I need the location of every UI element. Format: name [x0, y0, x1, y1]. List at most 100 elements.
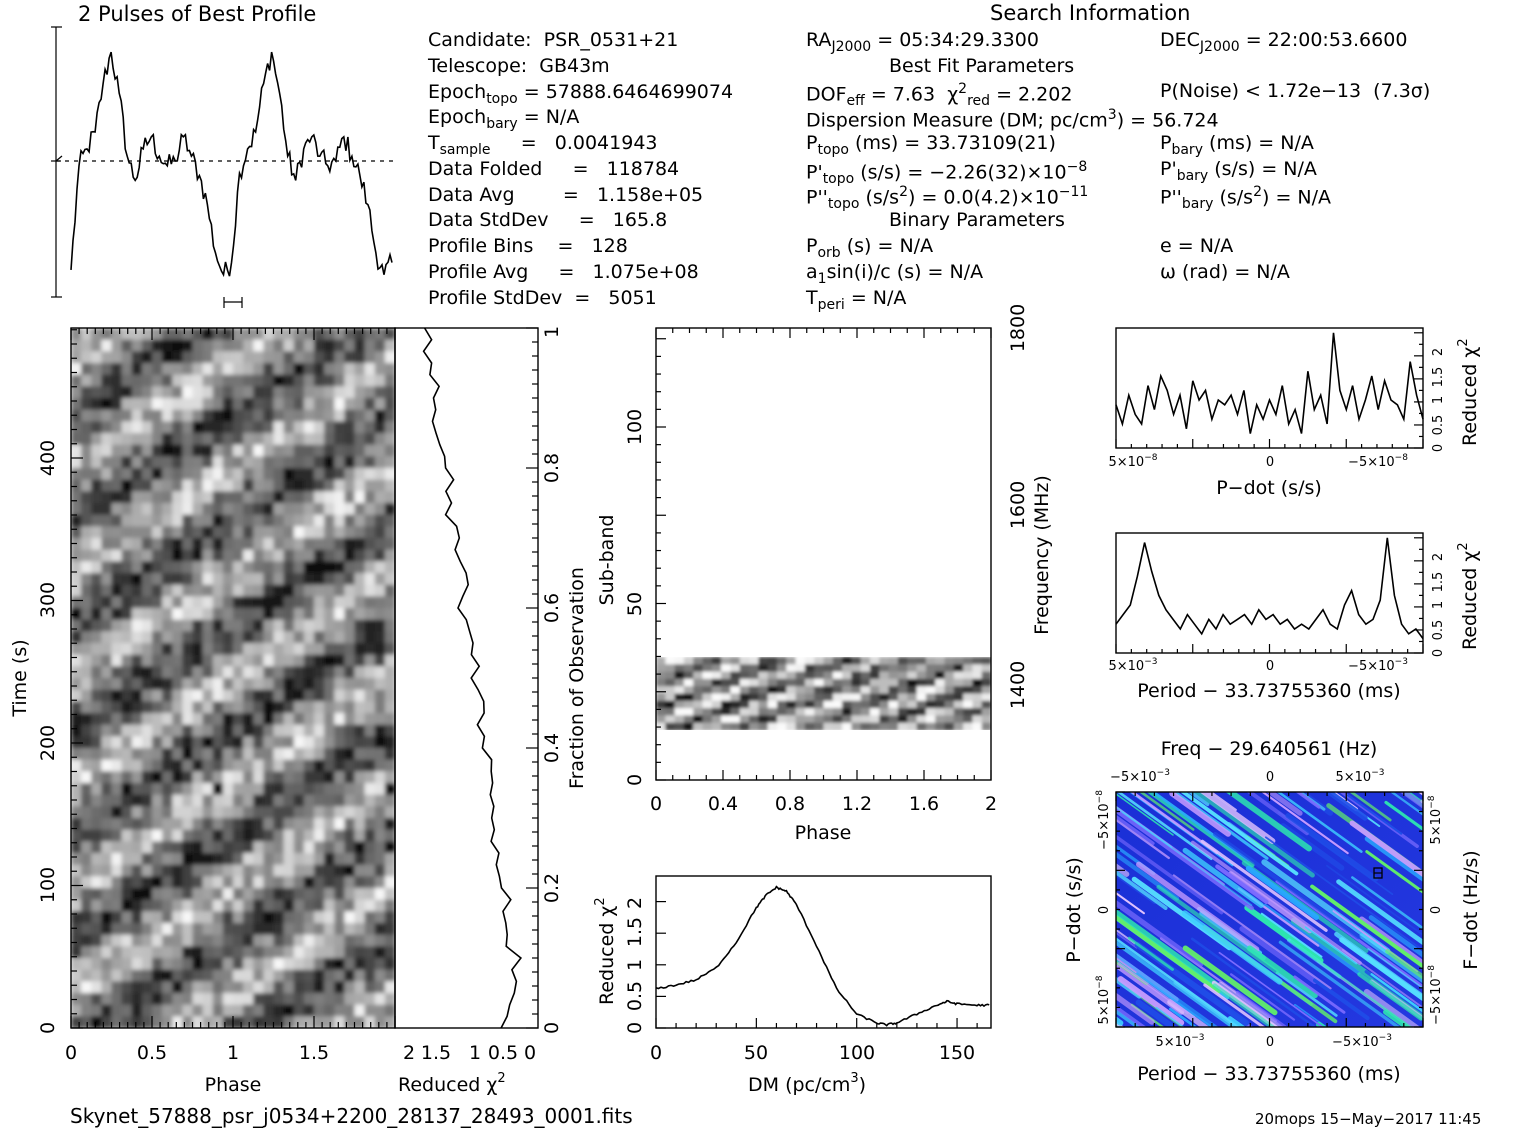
tp-cell [81, 888, 92, 901]
tp-cell [71, 759, 82, 772]
tp-cell [131, 748, 143, 761]
tp-cell [192, 736, 204, 749]
pp-streak [1116, 914, 1221, 994]
pp-streak [1293, 1003, 1328, 1027]
tp-cell [243, 608, 254, 621]
tp-cell [162, 666, 173, 679]
tp-cell [233, 468, 244, 481]
tp-cell [172, 818, 183, 831]
tp-cell [314, 398, 325, 411]
sb-cell [860, 708, 871, 716]
tp-cell [243, 328, 254, 341]
tp-cell [273, 748, 285, 761]
tp-cell [374, 876, 386, 889]
tp-cell [303, 864, 315, 877]
sb-y2tick-1: 1600 [1007, 481, 1029, 529]
sb-cell [944, 657, 955, 665]
pp-streak [1359, 933, 1423, 984]
sb-cell [777, 700, 787, 709]
tp-cell [162, 829, 173, 842]
tp-cell [81, 433, 92, 446]
tp-cell [334, 421, 345, 434]
tp-cell [91, 643, 102, 656]
tp-cell [101, 409, 113, 422]
tp-cell [202, 421, 214, 434]
tp-cell [354, 339, 366, 352]
tp-cell [222, 654, 234, 667]
tp-cell [192, 503, 204, 516]
sb-cell [870, 708, 880, 716]
pp-streak [1266, 792, 1303, 816]
tp-cell [243, 911, 254, 924]
tp-cell [222, 573, 234, 586]
tp-cell [273, 678, 285, 691]
tp-cell [202, 619, 214, 632]
tp-cell [283, 631, 295, 644]
tp-cell [121, 374, 133, 387]
tp-cell [111, 561, 123, 574]
tp-cell [314, 794, 325, 807]
tp-cell [162, 981, 173, 994]
sb-cell [953, 693, 964, 702]
tp-cell [111, 363, 123, 376]
tp-cell [263, 386, 275, 399]
tp-cell [314, 724, 325, 737]
tp-cell [293, 608, 305, 621]
p-topo: Ptopo (ms) = 33.73109(21) [806, 132, 1056, 158]
sb-cell [739, 678, 750, 687]
tp-cell [233, 584, 244, 597]
tp-cell [354, 573, 366, 586]
sb-xtick-2: 0.8 [775, 793, 805, 815]
tp-cell [131, 771, 143, 784]
per-ylabel: Reduced χ2 [1456, 542, 1481, 650]
tp-cell [273, 876, 285, 889]
tp-cell [293, 631, 305, 644]
tp-cell [121, 853, 133, 866]
pp-streak [1293, 975, 1346, 1014]
tp-cell [222, 841, 234, 854]
tp-cell [384, 479, 395, 492]
tp-cell [344, 654, 356, 667]
tp-cell [283, 421, 295, 434]
epoch-bary: Epochbary = N/A [428, 106, 580, 132]
pp-streak [1192, 792, 1315, 878]
tp-cell [314, 946, 325, 959]
tp-cell [182, 736, 194, 749]
tp-cell [354, 899, 366, 912]
tp-cell [152, 421, 163, 434]
tp-cell [182, 923, 194, 936]
sb-cell [777, 715, 787, 724]
tp-cell [81, 444, 92, 457]
tp-cell [293, 514, 305, 527]
tp-cell [212, 1016, 224, 1028]
tp-cell [121, 713, 133, 726]
tp-cell [243, 771, 254, 784]
tp-cell [152, 829, 163, 842]
tp-cell [243, 934, 254, 947]
tp-cell [111, 374, 123, 387]
tp-cell [162, 689, 173, 702]
profile-avg: Profile Avg = 1.075e+08 [428, 261, 699, 283]
tp-cell [202, 561, 214, 574]
tp-ytick-3: 300 [37, 582, 59, 618]
tp-cell [324, 363, 335, 376]
per-ytick-1: 0.5 [1431, 620, 1446, 641]
tp-cell [334, 689, 345, 702]
sb-cell [823, 664, 834, 673]
pp-streak [1116, 961, 1185, 1015]
tp-cell [253, 573, 264, 586]
tp-cell [273, 934, 285, 947]
tp-cell [243, 888, 254, 901]
tp-cell [71, 503, 82, 516]
tp-cell [71, 456, 82, 469]
pp-streak [1200, 839, 1328, 932]
tp-cell [384, 573, 395, 586]
tp-cell [212, 794, 224, 807]
tp-cell [374, 969, 386, 982]
tchi-xtick-0: 2 [403, 1042, 415, 1064]
sb-cell [870, 715, 880, 724]
sb-cell [823, 722, 834, 730]
tp-cell [293, 351, 305, 364]
tp-cell [182, 701, 194, 714]
tp-cell [283, 561, 295, 574]
